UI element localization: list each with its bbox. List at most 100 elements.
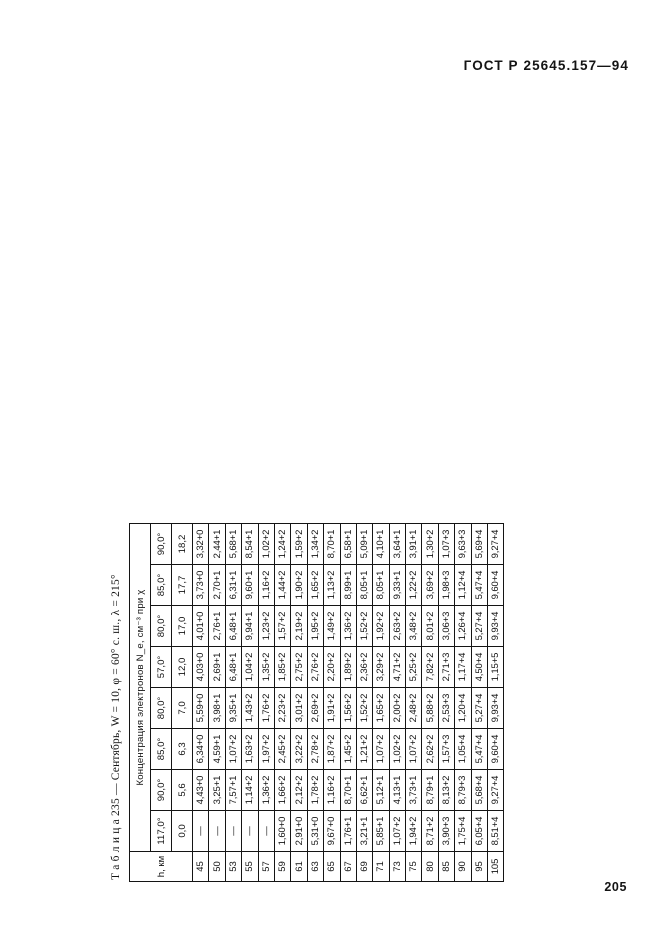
cell-value: 1,91+2 (323, 687, 341, 729)
cell-value: 1,36+2 (340, 605, 357, 647)
cell-value: 8,13+2 (438, 769, 455, 811)
table-row: 53—7,57+1 1,07+2 9,35+1 6,48+1 6,48+1 6,31+1 5… (225, 523, 242, 882)
table-row: 65 9,67+0 1,16+2 1,87+2 1,91+2 2,20+2 1,49+2 1,… (323, 523, 341, 882)
cell-value: 1,78+2 (307, 769, 324, 811)
cell-value: 3,48+2 (405, 605, 422, 647)
cell-value: 6,31+1 (225, 564, 242, 606)
cell-value: 6,58+1 (340, 523, 357, 565)
cell-value: 3,32+0 (192, 523, 209, 565)
cell-value: — (225, 810, 242, 852)
cell-value: 4,59+1 (208, 728, 226, 770)
cell-value: 8,79+3 (454, 769, 472, 811)
cell-value: 2,78+2 (307, 728, 324, 770)
cell-value: 9,33+1 (389, 564, 406, 606)
cell-value: 5,68+1 (225, 523, 242, 565)
table-row: 45—4,43+0 6,34+0 5,59+0 4,03+0 4,01+0 3,73+0 3… (192, 523, 209, 882)
cell-value: 2,45+2 (274, 728, 291, 770)
cell-value: 5,31+0 (307, 810, 324, 852)
cell-value: 1,07+2 (372, 728, 390, 770)
cell-value: 5,12+1 (372, 769, 390, 811)
cell-value: 1,59+2 (290, 523, 308, 565)
cell-value: 1,02+2 (258, 523, 275, 565)
table-row: 59 1,60+0 1,66+2 2,45+2 2,23+2 1,85+2 1,57+2 1,… (274, 523, 291, 882)
cell-value: 5,85+1 (372, 810, 390, 852)
column-header-time-1: 0,0 (171, 810, 193, 852)
cell-value: 5,59+0 (192, 687, 209, 729)
cell-value: — (192, 810, 209, 852)
cell-height: 95 (471, 851, 488, 882)
cell-value: 1,85+2 (274, 646, 291, 688)
cell-value: 8,05+1 (372, 564, 390, 606)
cell-value: 1,92+2 (372, 605, 390, 647)
column-header-group: Концентрация электронов N_e, см⁻³ при χ (129, 523, 151, 852)
cell-height: 63 (307, 851, 324, 882)
table-caption-text: Т а б л и ц а 235 — Сентябрь, W = 10, φ … (110, 574, 122, 880)
cell-value: 8,99+1 (340, 564, 357, 606)
column-header-time-4: 7,0 (171, 687, 193, 729)
cell-value: 2,23+2 (274, 687, 291, 729)
electron-concentration-table: h, км Концентрация электронов N_e, см⁻³ … (129, 523, 504, 882)
cell-value: — (208, 810, 226, 852)
cell-value: 1,13+2 (323, 564, 341, 606)
cell-value: 3,01+2 (290, 687, 308, 729)
cell-value: 8,79+1 (421, 769, 439, 811)
table-row: 90 1,75+4 8,79+3 1,05+4 1,20+4 1,17+4 1,26+4 1,… (454, 523, 472, 882)
column-header-time-5: 12,0 (171, 646, 193, 688)
column-header-angle-1: 117,0° (150, 810, 172, 852)
table-row: 73 1,07+2 4,13+1 1,02+2 2,00+2 4,71+2 2,63+2 9,… (389, 523, 406, 882)
cell-height: 65 (323, 851, 341, 882)
cell-value: 2,69+2 (307, 687, 324, 729)
cell-height: 80 (421, 851, 439, 882)
cell-height: 69 (356, 851, 373, 882)
cell-value: 9,60+1 (241, 564, 259, 606)
cell-value: 2,70+1 (208, 564, 226, 606)
column-header-angle-6: 80,0° (150, 605, 172, 647)
cell-value: 9,93+4 (487, 605, 504, 647)
cell-value: 2,48+2 (405, 687, 422, 729)
cell-value: 6,62+1 (356, 769, 373, 811)
cell-value: 5,27+4 (471, 687, 488, 729)
cell-value: 8,70+1 (323, 523, 341, 565)
column-header-time-2: 5,6 (171, 769, 193, 811)
table-caption: Т а б л и ц а 235 — Сентябрь, W = 10, φ … (110, 102, 122, 880)
cell-value: 4,13+1 (389, 769, 406, 811)
cell-value: 3,69+2 (421, 564, 439, 606)
cell-value: 1,22+2 (405, 564, 422, 606)
cell-value: 2,20+2 (323, 646, 341, 688)
cell-value: 1,02+2 (389, 728, 406, 770)
cell-value: 1,20+4 (454, 687, 472, 729)
column-header-time-7: 17,7 (171, 564, 193, 606)
cell-value: 6,05+4 (471, 810, 488, 852)
cell-value: 1,07+3 (438, 523, 455, 565)
cell-height: 71 (372, 851, 390, 882)
cell-value: 3,73+0 (192, 564, 209, 606)
cell-value: 1,52+2 (356, 687, 373, 729)
cell-value: 1,04+2 (241, 646, 259, 688)
cell-value: 2,36+2 (356, 646, 373, 688)
cell-value: 1,26+4 (454, 605, 472, 647)
cell-value: 4,03+0 (192, 646, 209, 688)
cell-value: 2,76+1 (208, 605, 226, 647)
column-header-height: h, км (129, 851, 193, 882)
cell-value: 1,14+2 (241, 769, 259, 811)
cell-value: 1,66+2 (274, 769, 291, 811)
table-row: 95 6,05+4 5,68+4 5,47+4 5,27+4 4,50+4 5,27+4 5,… (471, 523, 488, 882)
cell-value: 9,35+1 (225, 687, 242, 729)
cell-value: 1,57+3 (438, 728, 455, 770)
cell-value: 1,34+2 (307, 523, 324, 565)
cell-value: 3,64+1 (389, 523, 406, 565)
cell-value: 1,56+2 (340, 687, 357, 729)
cell-value: 1,49+2 (323, 605, 341, 647)
cell-value: 1,97+2 (258, 728, 275, 770)
table-row: 71 5,85+1 5,12+1 1,07+2 1,65+2 3,29+2 1,92+2 8,… (372, 523, 390, 882)
header-row-times: 0,0 5,6 6,3 7,0 12,0 17,0 17,7 18,2 (171, 523, 193, 882)
cell-value: 1,24+2 (274, 523, 291, 565)
cell-value: 5,68+4 (471, 769, 488, 811)
cell-value: 1,15+5 (487, 646, 504, 688)
cell-value: 1,63+2 (241, 728, 259, 770)
cell-value: 4,01+0 (192, 605, 209, 647)
cell-value: 3,22+2 (290, 728, 308, 770)
cell-value: 1,60+0 (274, 810, 291, 852)
cell-value: 4,43+0 (192, 769, 209, 811)
cell-value: 9,27+4 (487, 523, 504, 565)
